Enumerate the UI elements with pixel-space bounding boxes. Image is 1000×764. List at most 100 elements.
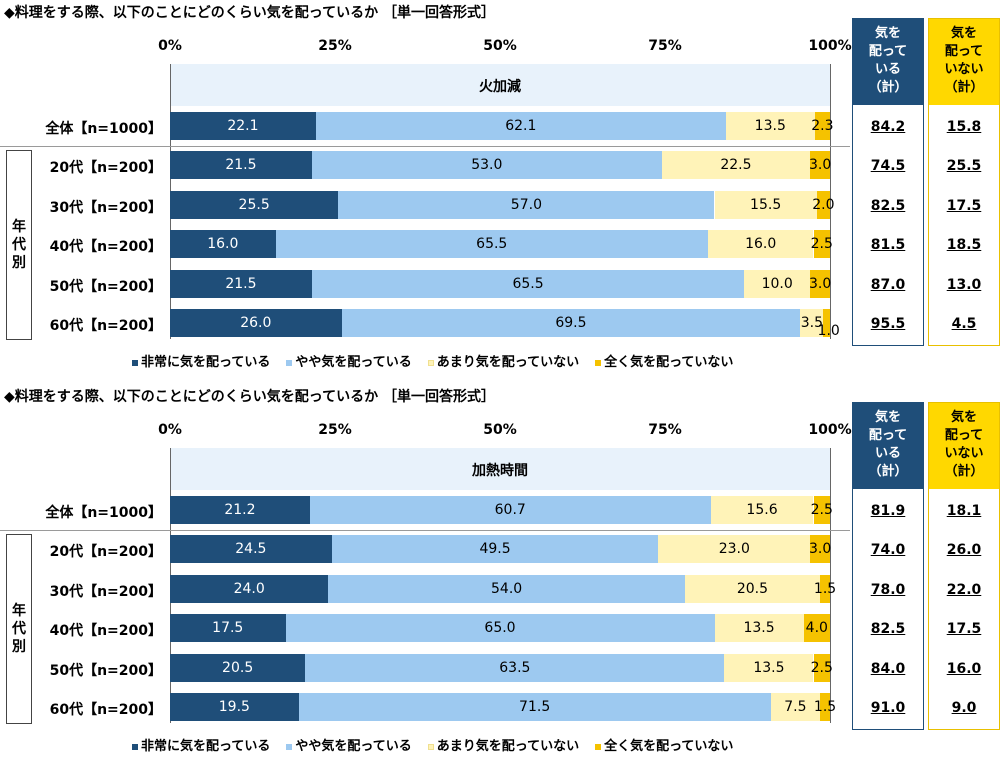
- bar-segment: [714, 191, 817, 219]
- row-separator: [0, 146, 850, 147]
- bar-segment: [816, 191, 830, 219]
- nocare-total-value: 18.1: [946, 503, 982, 519]
- nocare-total-header-line: （計）: [944, 464, 984, 479]
- age-group-char: 年: [12, 603, 26, 619]
- care-total-value: 81.9: [870, 503, 906, 519]
- data-label: 7.5: [784, 699, 807, 715]
- data-label: 3.0: [808, 541, 832, 557]
- axis-tick-label: 50%: [483, 38, 517, 54]
- bar-segment: [170, 614, 286, 642]
- data-label: 3.0: [808, 276, 832, 292]
- bar-segment: [338, 191, 715, 219]
- data-label: 22.1: [227, 118, 259, 134]
- nocare-total-value: 17.5: [946, 621, 982, 637]
- data-label: 49.5: [479, 541, 511, 557]
- data-label: 16.0: [745, 236, 777, 252]
- bar-segment: [170, 496, 310, 524]
- data-label: 22.5: [720, 157, 752, 173]
- care-total-value: 82.5: [870, 621, 906, 637]
- legend-item: 非常に気を配っている: [132, 351, 270, 370]
- row-label: 50代【n=200】: [49, 279, 162, 295]
- axis-tick-label: 25%: [318, 422, 352, 438]
- age-group-label: 年代別: [7, 602, 31, 656]
- data-label: 3.0: [808, 157, 832, 173]
- bar-segment: [331, 535, 659, 563]
- care-total-value: 74.5: [870, 158, 906, 174]
- legend-swatch: [286, 359, 293, 366]
- data-label: 2.5: [810, 660, 833, 676]
- data-label: 63.5: [499, 660, 531, 676]
- bar-segment: [170, 535, 332, 563]
- data-label: 1.0: [817, 323, 840, 339]
- nocare-total-value: 17.5: [946, 198, 982, 214]
- age-group-char: 別: [12, 255, 26, 271]
- nocare-total-value: 9.0: [951, 700, 977, 716]
- data-label: 69.5: [555, 315, 587, 331]
- nocare-total-value: 22.0: [946, 582, 982, 598]
- nocare-total-value: 13.0: [946, 277, 982, 293]
- data-label: 62.1: [505, 118, 537, 134]
- legend-label: やや気を配っている: [295, 739, 412, 754]
- data-label: 23.0: [718, 541, 750, 557]
- age-group-char: 代: [12, 621, 26, 637]
- row-label: 全体【n=1000】: [45, 505, 162, 521]
- row-separator: [0, 530, 850, 531]
- nocare-total-header: 気を 配って いない （計）: [929, 19, 999, 105]
- axis-tick-label: 75%: [648, 422, 682, 438]
- legend-item: やや気を配っている: [286, 351, 412, 370]
- care-total-value: 81.5: [870, 237, 906, 253]
- axis-tick-label: 75%: [648, 38, 682, 54]
- data-label: 71.5: [519, 699, 551, 715]
- axis-tick-label: 100%: [808, 422, 852, 438]
- care-total-value: 82.5: [870, 198, 906, 214]
- axis-tick-label: 100%: [808, 38, 852, 54]
- bar-segment: [285, 614, 715, 642]
- bar-segment: [684, 575, 821, 603]
- row-label: 20代【n=200】: [49, 160, 162, 176]
- legend-swatch: [427, 359, 434, 366]
- data-label: 65.5: [476, 236, 508, 252]
- data-label: 57.0: [510, 197, 542, 213]
- item-label: 加熱時間: [472, 463, 528, 479]
- data-label: 19.5: [218, 699, 250, 715]
- bar-segment: [707, 230, 814, 258]
- legend-swatch: [595, 743, 602, 750]
- data-label: 1.5: [813, 581, 837, 597]
- nocare-total-column: 気を 配って いない （計） 15.8 25.5 17.5 18.5 13.0 4.5: [928, 18, 1000, 346]
- nocare-total-header-line: いない: [944, 62, 984, 77]
- bar-segment: [803, 614, 830, 642]
- age-group-label: 年代別: [7, 218, 31, 272]
- care-total-value: 78.0: [870, 582, 906, 598]
- bar-segment: [328, 575, 685, 603]
- bar-segment: [170, 112, 316, 140]
- data-label: 13.5: [743, 620, 775, 636]
- row-label: 60代【n=200】: [49, 702, 162, 718]
- legend-swatch: [132, 743, 138, 750]
- axis-tick-label: 25%: [318, 38, 352, 54]
- age-group-char: 年: [12, 219, 26, 235]
- axis-tick-label: 0%: [158, 38, 182, 54]
- data-label: 2.3: [811, 118, 834, 134]
- bar-segment: [170, 654, 306, 682]
- care-total-value: 91.0: [870, 700, 906, 716]
- chart-panel: ◆料理をする際、以下のことにどのくらい気を配っているか ［単一回答形式］ 0% 25…: [0, 384, 1000, 764]
- bar-segment: [810, 270, 830, 298]
- legend-item: 全く気を配っていない: [595, 351, 733, 370]
- data-label: 13.5: [754, 118, 786, 134]
- care-total-header-line: いる: [874, 446, 901, 461]
- bar-segment: [813, 654, 830, 682]
- care-total-header-line: （計）: [868, 80, 908, 95]
- data-label: 21.5: [225, 157, 257, 173]
- data-label: 60.7: [494, 502, 526, 518]
- legend-label: 全く気を配っていない: [604, 739, 734, 754]
- data-label: 16.0: [207, 236, 239, 252]
- care-total-header: 気を 配って いる （計）: [853, 403, 923, 489]
- legend-label: 非常に気を配っている: [141, 739, 271, 754]
- bar-segment: [813, 230, 830, 258]
- data-label: 21.5: [225, 276, 257, 292]
- axis-tick-label: 50%: [483, 422, 517, 438]
- data-label: 1.5: [813, 699, 837, 715]
- care-total-header-line: 配って: [868, 44, 908, 59]
- data-label: 17.5: [212, 620, 244, 636]
